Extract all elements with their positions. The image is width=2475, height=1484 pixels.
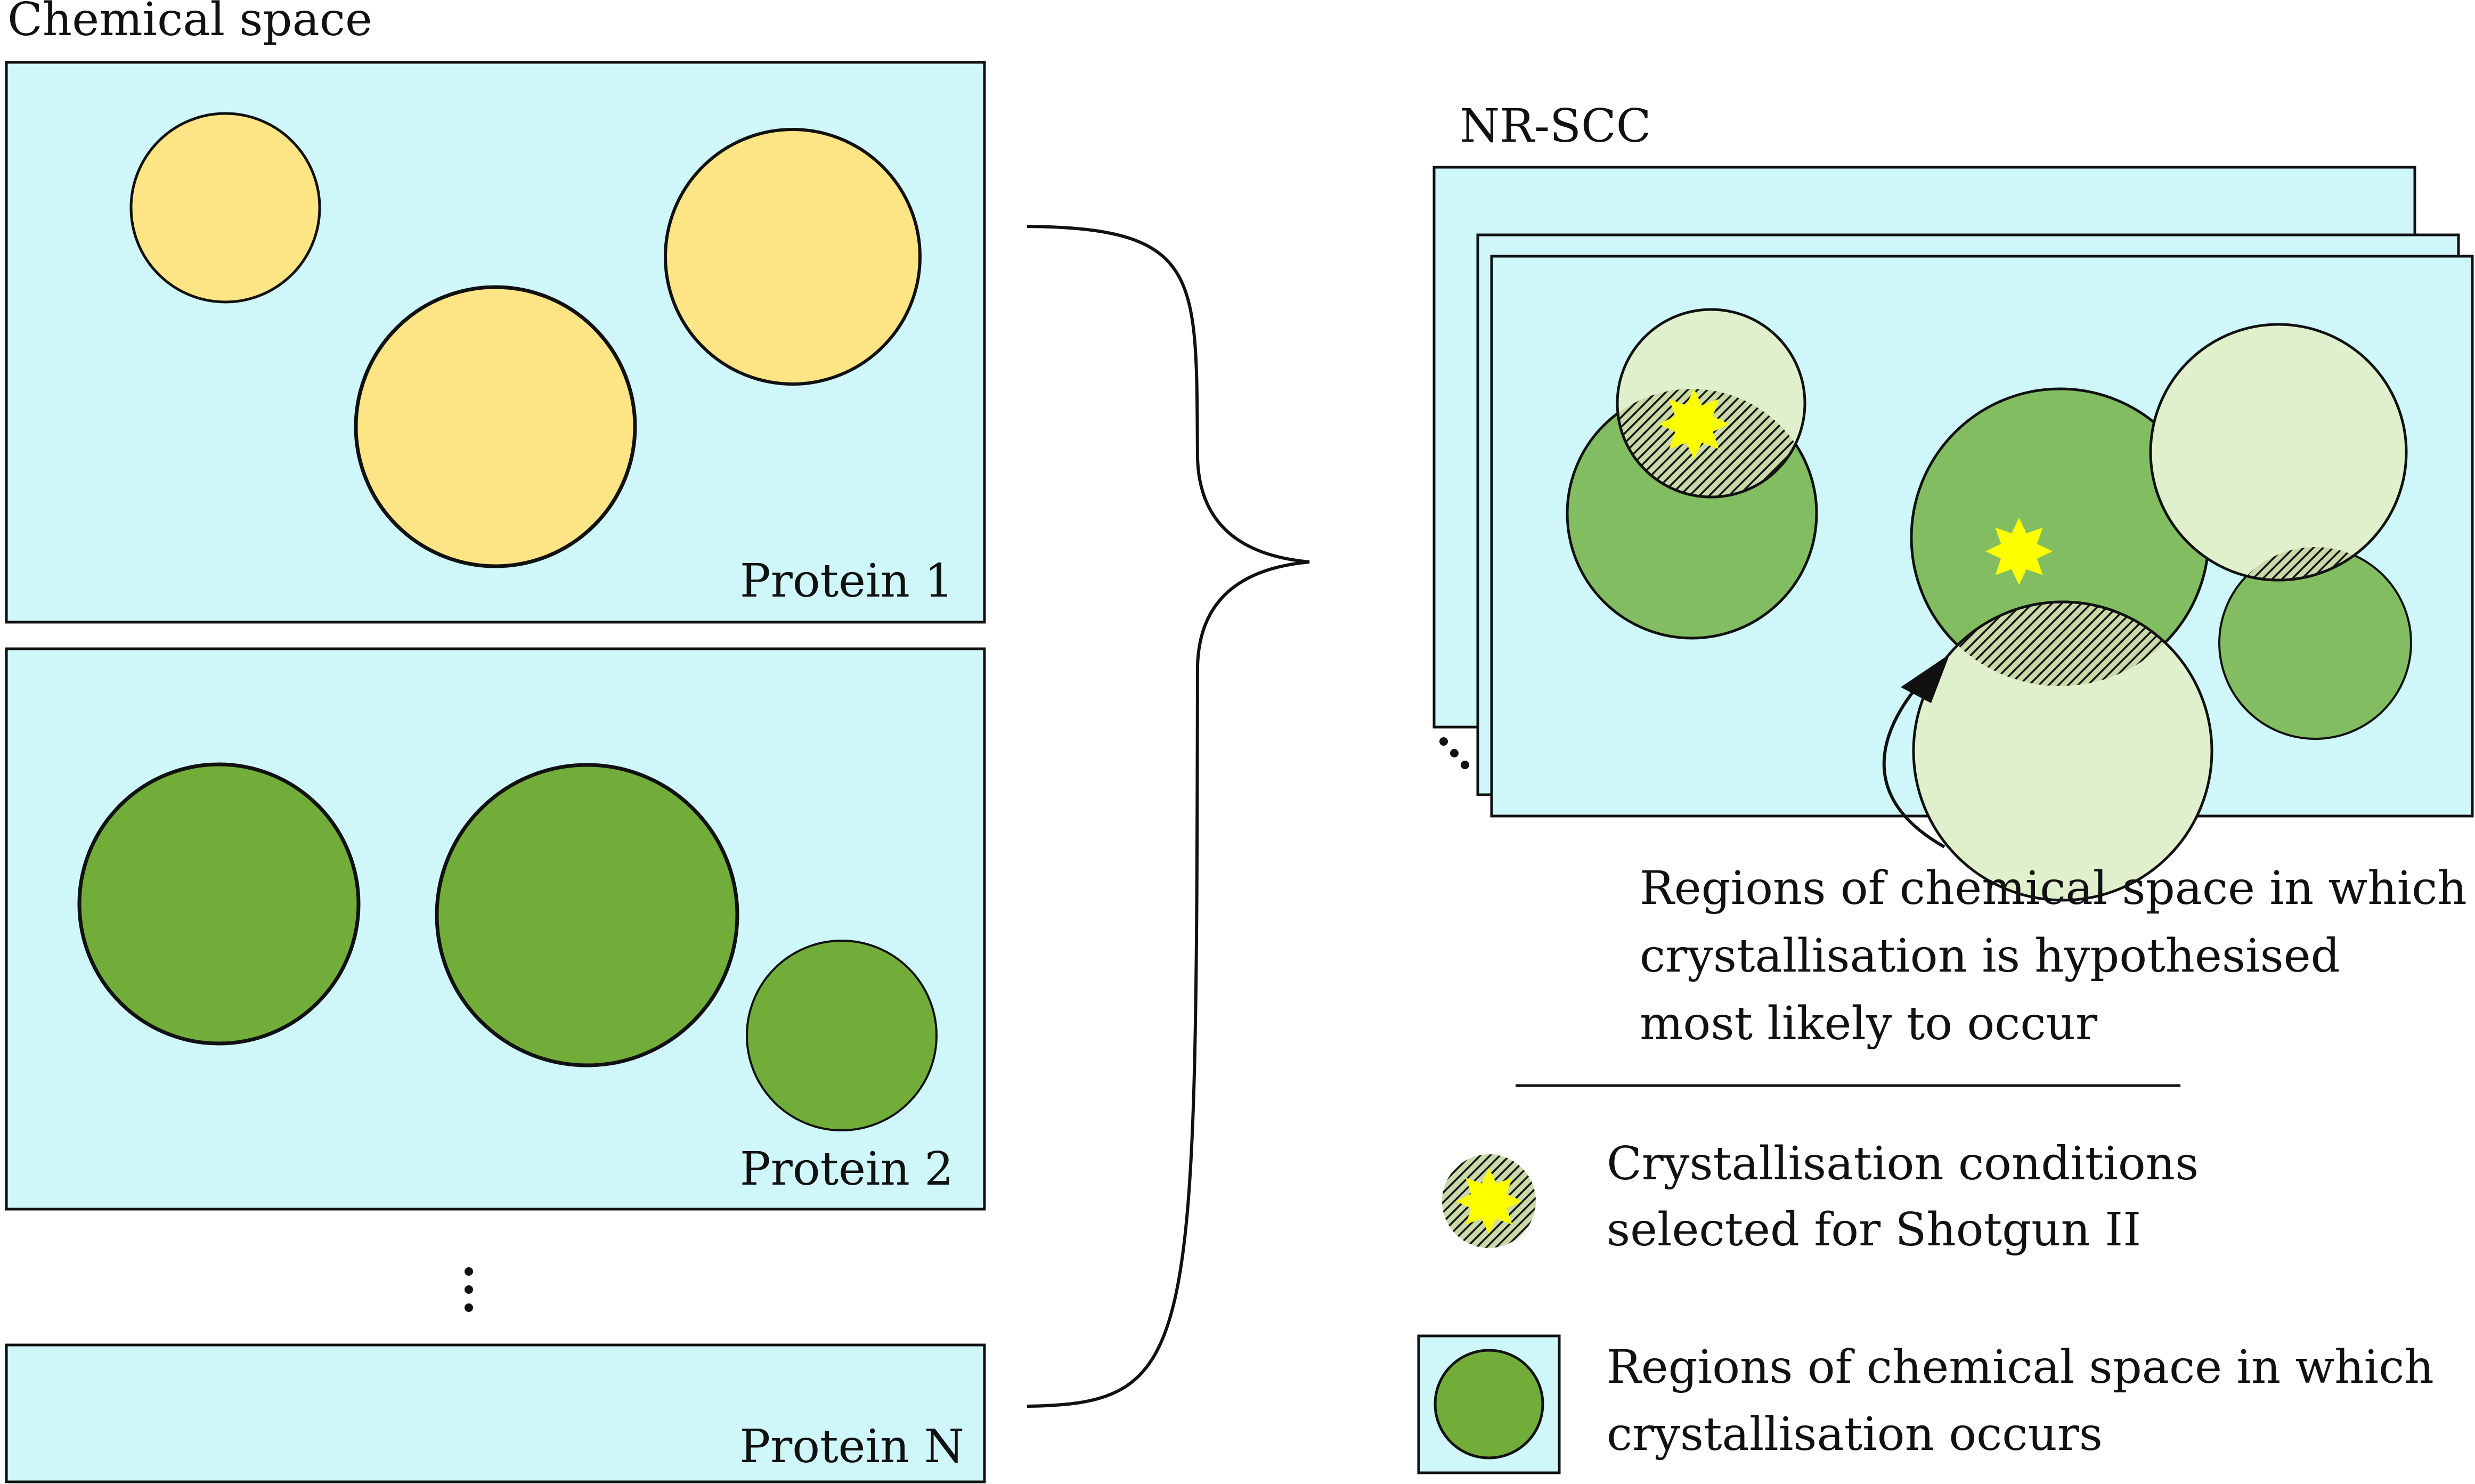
legend-hatched-line-1: Crystallisation conditions <box>1607 1137 2199 1191</box>
green-circle-icon <box>1434 1349 1544 1459</box>
protein-1-region-small <box>129 112 321 304</box>
protein-n-box <box>5 1343 986 1483</box>
annotation-line-2: crystallisation is hypothesised <box>1640 929 2340 983</box>
stack-dot <box>1439 737 1448 746</box>
legend-region: Regions of chemical space in which cryst… <box>1417 1334 2434 1474</box>
annotation-line-3: most likely to occur <box>1640 997 2098 1050</box>
protein-2-region-small <box>746 940 938 1131</box>
scc-title: NR-SCC <box>1460 100 1651 153</box>
protein-n-label: Protein N <box>739 1420 964 1473</box>
stack-dot <box>1461 761 1469 769</box>
protein-2-region-left <box>77 762 361 1046</box>
ellipsis-dot <box>465 1285 473 1294</box>
protein-1-region-right <box>664 128 922 386</box>
protein-1-panel: Protein 1 <box>5 61 986 624</box>
ellipsis-dot <box>465 1303 473 1312</box>
scc-pale-region-right <box>2149 323 2408 582</box>
annotation-arrow <box>1882 654 1950 849</box>
scc-stack <box>1432 166 2474 902</box>
overlap-right <box>2219 547 2408 582</box>
protein-2-label: Protein 2 <box>740 1143 954 1196</box>
vertical-ellipsis <box>465 1267 473 1312</box>
protein-n-panel: Protein N <box>5 1343 986 1483</box>
legend-region-line-1: Regions of chemical space in which <box>1607 1341 2434 1394</box>
chemical-space-title: Chemical space <box>7 0 372 46</box>
star-icon <box>1985 518 2053 585</box>
annotation-line-1: Regions of chemical space in which <box>1640 862 2467 915</box>
ellipsis-dot <box>465 1267 473 1276</box>
legend-star-icon <box>1456 1168 1522 1234</box>
stack-dot <box>1450 749 1459 757</box>
legend-hatched-line-2: selected for Shotgun II <box>1607 1203 2141 1257</box>
protein-1-label: Protein 1 <box>740 555 954 608</box>
annotation-text: Regions of chemical space in which cryst… <box>1640 862 2467 1050</box>
protein-2-panel: Protein 2 <box>5 647 986 1211</box>
protein-1-region-large <box>354 285 637 568</box>
protein-2-region-middle <box>435 763 739 1067</box>
curly-brace <box>1027 225 1310 1408</box>
legend-region-line-2: crystallisation occurs <box>1607 1408 2103 1461</box>
star-icon <box>1659 389 1729 459</box>
legend-hatched: Crystallisation conditions selected for … <box>1442 1137 2199 1257</box>
